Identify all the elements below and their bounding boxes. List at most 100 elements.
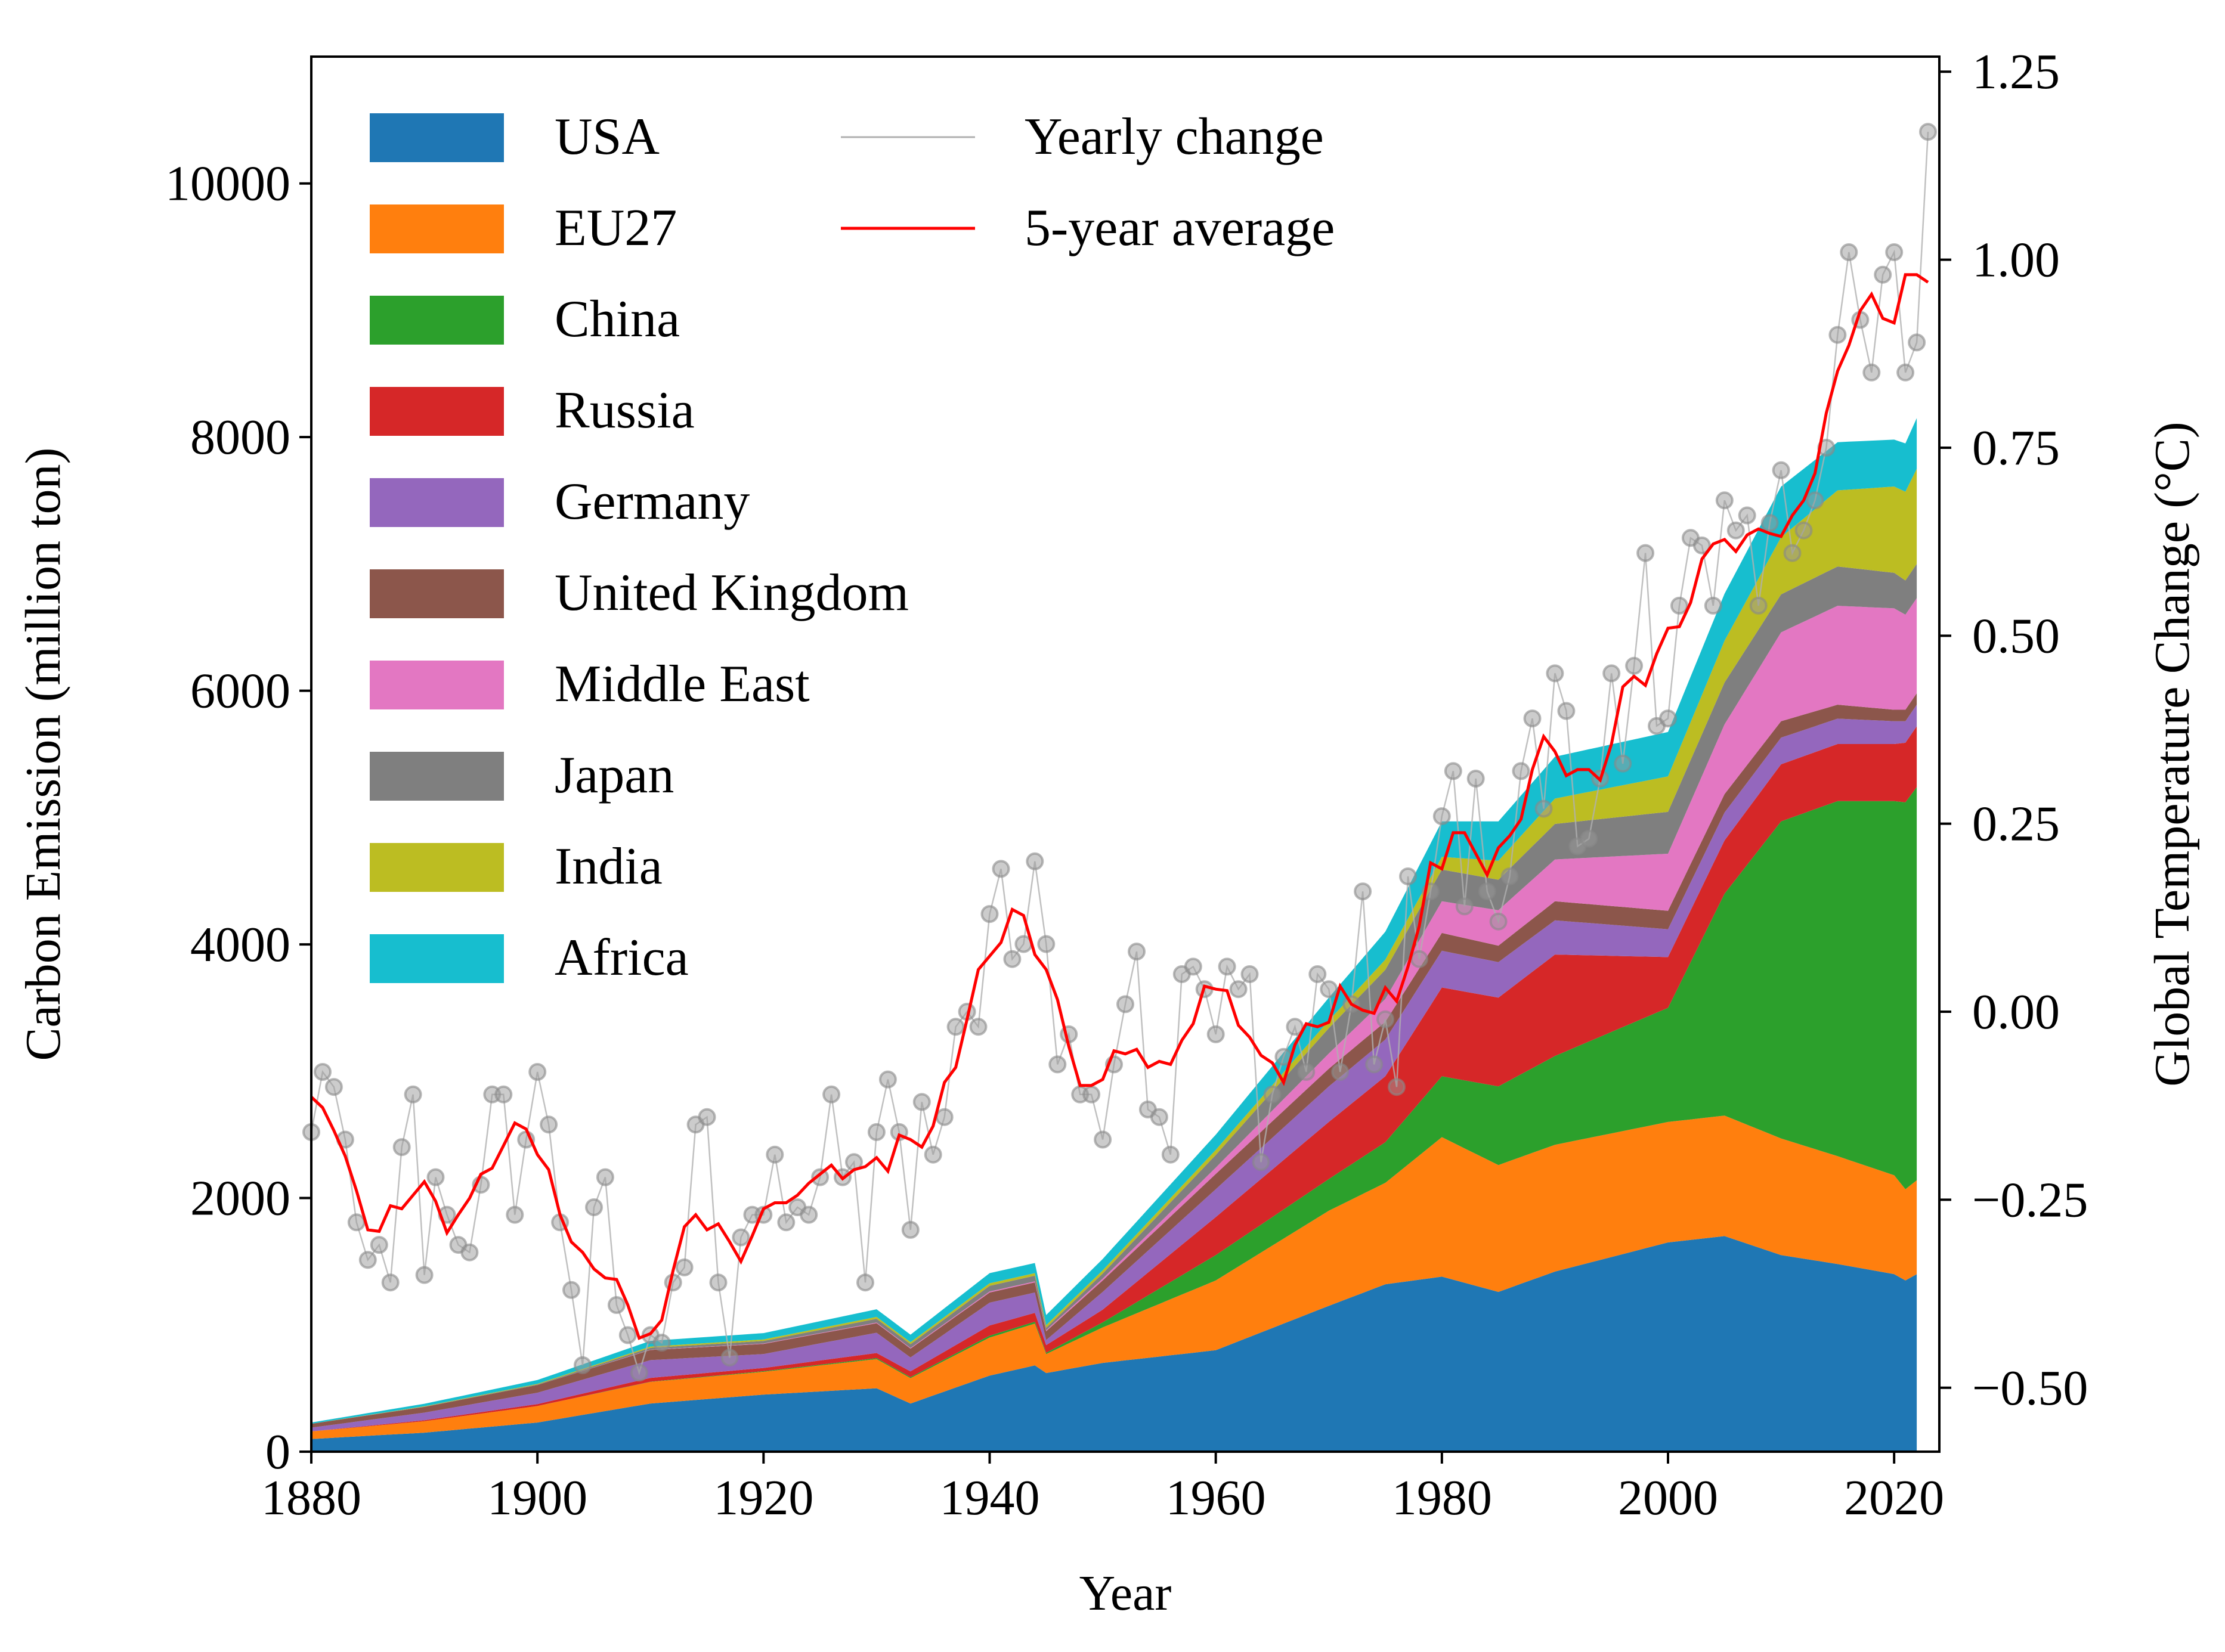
yearly-change-point-1908: [618, 1326, 637, 1344]
legend-swatch-africa: [370, 934, 504, 983]
yearly-change-point-1985: [1489, 912, 1508, 931]
yearly-change-point-1996: [1614, 754, 1632, 773]
stacked-area-layer: [311, 418, 1917, 1452]
legend-label-middle-east: Middle East: [555, 655, 810, 713]
yearly-change-point-1921: [766, 1145, 784, 1164]
yearly-change-point-1945: [1037, 935, 1056, 953]
y2-tick-label-6: 1.00: [1972, 233, 2060, 288]
legend-swatch-japan: [370, 752, 504, 801]
yearly-change-point-1911: [652, 1334, 671, 1352]
yearly-change-point-1916: [709, 1273, 728, 1292]
area-japan: [311, 563, 1917, 1424]
yearly-change-point-1950: [1094, 1130, 1112, 1149]
yearly-change-point-1970: [1320, 980, 1338, 999]
yearly-change-point-1976: [1388, 1078, 1406, 1096]
legend-swatch-china: [370, 296, 504, 345]
yearly-change-point-1963: [1240, 965, 1259, 983]
x-tick-label-1880: 1880: [261, 1470, 361, 1526]
yearly-change-point-1946: [1048, 1055, 1067, 1074]
yearly-change-point-1888: [392, 1138, 411, 1157]
yearly-change-point-1983: [1466, 770, 1485, 788]
legend-label-usa: USA: [555, 108, 660, 166]
yearly-change-point-1917: [720, 1349, 739, 1367]
yearly-change-point-1909: [630, 1363, 648, 1382]
yearly-change-point-1962: [1229, 980, 1248, 999]
legend-swatch-russia: [370, 387, 504, 436]
yearly-change-point-2019: [1874, 265, 1892, 284]
yearly-change-point-1982: [1455, 897, 1474, 916]
yearly-change-point-2006: [1726, 521, 1745, 540]
yearly-change-point-1918: [732, 1228, 750, 1247]
y2-tick-label-1: −0.25: [1972, 1172, 2088, 1228]
yearly-change-point-1978: [1410, 950, 1428, 968]
yearly-change-point-1952: [1116, 995, 1134, 1013]
yearly-change-point-1900: [528, 1063, 547, 1081]
yearly-change-point-1971: [1331, 1063, 1350, 1081]
y2-tick-label-0: −0.50: [1972, 1360, 2088, 1416]
temperature-layer: [302, 123, 1937, 1382]
yearly-change-point-1934: [912, 1093, 931, 1111]
yearly-change-point-1995: [1602, 664, 1621, 683]
yearly-change-point-1894: [460, 1243, 479, 1262]
yearly-change-point-1882: [324, 1078, 343, 1096]
yearly-change-point-1975: [1376, 1010, 1394, 1028]
yearly-change-point-1930: [867, 1123, 886, 1141]
five-year-average-line: [310, 273, 1929, 1340]
yearly-change-point-2000: [1659, 709, 1677, 728]
yearly-change-point-2020: [1885, 243, 1904, 261]
yearly-change-point-1906: [596, 1168, 614, 1186]
y-axis-label: Carbon Emission (million ton): [16, 448, 71, 1061]
legend-swatch-germany: [370, 478, 504, 527]
yearly-change-point-2015: [1828, 326, 1847, 344]
yearly-change-point-1924: [800, 1205, 818, 1224]
yearly-change-point-2008: [1749, 596, 1768, 615]
yearly-change-point-1997: [1625, 656, 1644, 675]
yearly-change-point-1889: [404, 1085, 422, 1104]
yearly-change-point-1884: [347, 1213, 366, 1232]
yearly-change-point-1973: [1354, 882, 1372, 901]
yearly-change-point-1937: [946, 1018, 965, 1036]
legend-label-germany: Germany: [555, 473, 750, 531]
yearly-change-point-2023: [1919, 123, 1937, 141]
x-tick-label-2000: 2000: [1618, 1470, 1718, 1526]
y2-tick-label-5: 0.75: [1972, 420, 2060, 476]
yearly-change-point-1926: [822, 1085, 841, 1104]
yearly-change-point-1981: [1444, 762, 1462, 780]
y2-tick-label-7: 1.25: [1972, 44, 2060, 100]
yearly-change-point-1991: [1557, 702, 1576, 720]
yearly-change-point-1933: [901, 1220, 920, 1239]
yearly-change-point-1887: [381, 1273, 400, 1292]
yearly-change-point-1969: [1308, 965, 1327, 983]
yearly-change-point-2013: [1806, 491, 1824, 510]
area-germany: [311, 705, 1917, 1431]
y-tick-label-8000: 8000: [190, 410, 290, 465]
yearly-change-point-1901: [540, 1115, 558, 1134]
x-tick-label-1900: 1900: [487, 1470, 587, 1526]
yearly-change-point-1949: [1082, 1085, 1101, 1104]
yearly-change-point-1941: [992, 860, 1010, 878]
x-tick-label-1980: 1980: [1392, 1470, 1492, 1526]
legend-label-china: China: [555, 290, 680, 348]
yearly-change-point-1986: [1500, 867, 1519, 885]
legend-label-eu27: EU27: [555, 199, 677, 257]
y2-tick-label-2: 0.00: [1972, 984, 2060, 1040]
yearly-change-point-1913: [675, 1258, 694, 1276]
y-tick-label-6000: 6000: [190, 664, 290, 719]
yearly-change-point-1955: [1150, 1108, 1168, 1126]
yearly-change-point-1968: [1297, 1063, 1316, 1081]
legend-label-yearly-change: Yearly change: [1025, 108, 1324, 166]
yearly-change-point-1929: [856, 1273, 874, 1292]
yearly-change-point-1993: [1580, 829, 1598, 848]
yearly-change-point-1960: [1206, 1025, 1225, 1043]
yearly-change-point-2009: [1760, 514, 1779, 532]
yearly-change-point-1977: [1399, 867, 1417, 885]
yearly-change-point-1931: [878, 1070, 897, 1089]
yearly-change-point-1940: [980, 905, 999, 923]
area-middle-east: [311, 598, 1917, 1424]
area-usa: [311, 1236, 1917, 1452]
yearly-change-point-1998: [1636, 544, 1655, 562]
yearly-change-point-1944: [1026, 852, 1044, 870]
yearly-change-point-1891: [426, 1168, 445, 1186]
y2-tick-label-3: 0.25: [1972, 796, 2060, 852]
area-united-kingdom: [311, 693, 1917, 1428]
